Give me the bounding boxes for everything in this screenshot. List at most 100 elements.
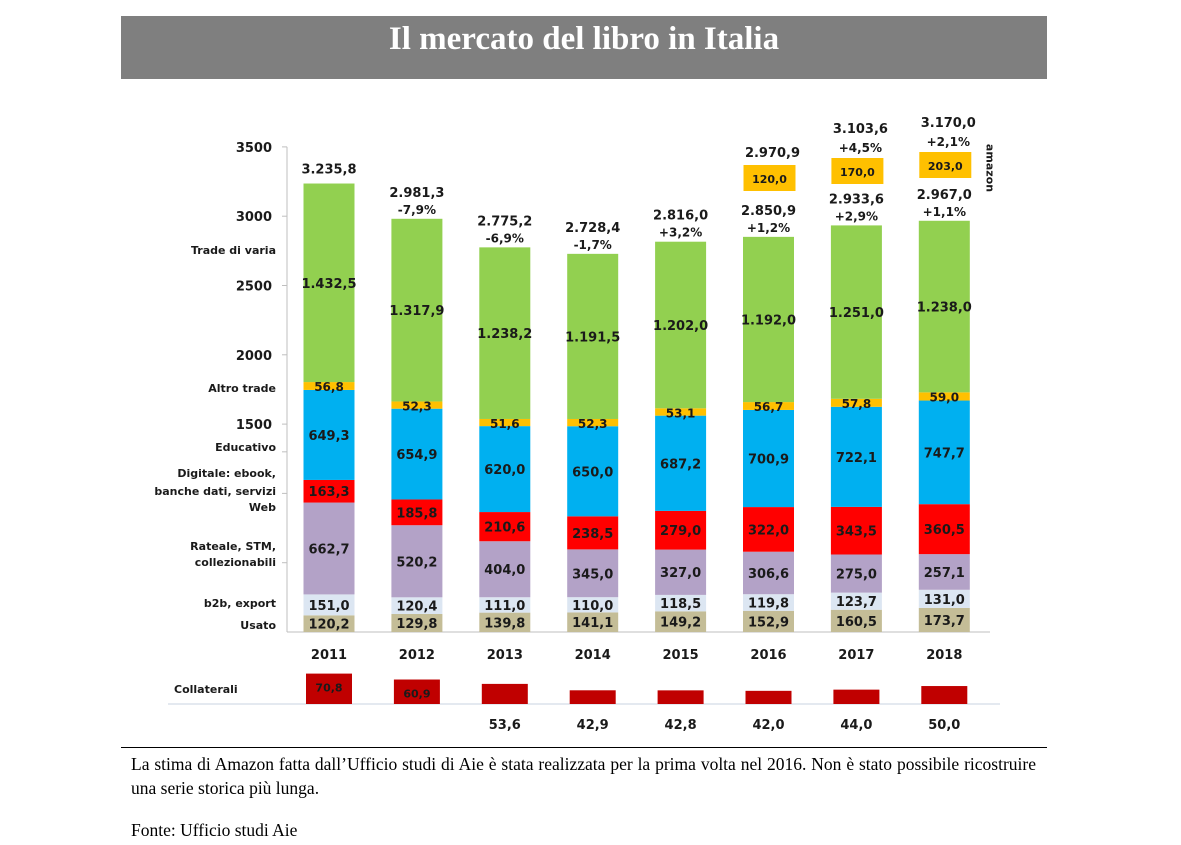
series-label: Trade di varia	[191, 244, 276, 257]
source-text: Fonte: Ufficio studi Aie	[131, 820, 298, 840]
bar-value-label: 1.238,2	[477, 327, 532, 342]
x-tick-label: 2016	[750, 648, 786, 663]
change-label: +1,1%	[923, 205, 966, 219]
bar-segment	[830, 592, 882, 610]
bar-segment	[567, 418, 619, 427]
bar-value-label: 120,4	[396, 600, 437, 615]
bar-segment	[918, 589, 970, 608]
amazon-segments: 120,0 2.970,9 170,0 3.103,6 +4,5% 203,0 3.170,…	[743, 116, 996, 192]
bar-value-label: 360,5	[924, 523, 965, 538]
collaterali-value-label: 70,8	[315, 682, 342, 695]
amazon-total-label: 3.103,6	[833, 122, 888, 137]
x-tick-label: 2015	[663, 648, 699, 663]
bar-segment	[918, 400, 970, 505]
bar-value-label: 131,0	[924, 593, 965, 608]
bar-value-label: 722,1	[836, 451, 877, 466]
amazon-change-label: +4,5%	[839, 141, 882, 155]
collaterali-value-label: 42,0	[752, 718, 784, 733]
collaterali-bar	[833, 689, 880, 704]
total-label: 2.933,6	[829, 192, 884, 207]
series-label: Usato	[240, 619, 276, 632]
bar-segment	[303, 479, 355, 503]
total-label: 2.850,9	[741, 204, 796, 219]
total-label: 2.728,4	[565, 221, 620, 236]
bar-segment	[479, 512, 531, 542]
total-label: 2.816,0	[653, 209, 708, 224]
bar-segment	[918, 504, 970, 555]
bar-segment	[391, 401, 443, 409]
bar-segment	[743, 236, 794, 403]
bar-segment	[743, 594, 794, 611]
bar-segment	[830, 406, 882, 507]
collaterali-label: Collaterali	[174, 683, 238, 696]
bar-segment	[743, 551, 794, 595]
total-label: 3.235,8	[301, 163, 356, 178]
bar-value-label: 700,9	[748, 453, 789, 468]
bar-value-label: 185,8	[396, 506, 437, 521]
bar-segment	[830, 609, 882, 632]
bar-value-label: 1.432,5	[301, 277, 356, 292]
x-tick-label: 2013	[487, 648, 523, 663]
bar-value-label: 59,0	[929, 390, 959, 404]
bar-value-label: 110,0	[572, 599, 613, 614]
bar-value-label: 275,0	[836, 568, 877, 583]
bar-segment	[655, 241, 707, 409]
bar-value-label: 139,8	[484, 616, 525, 631]
change-label: +3,2%	[659, 226, 702, 240]
bar-segment	[567, 612, 619, 632]
amazon-segment	[743, 165, 796, 191]
bar-value-label: 163,3	[308, 485, 349, 500]
collaterali-bar	[481, 683, 528, 704]
bar-segment	[567, 549, 619, 598]
bar-segment	[655, 549, 707, 595]
y-tick-label: 2000	[236, 349, 272, 364]
bar-value-label: 152,9	[748, 615, 789, 630]
bar-segment	[567, 516, 619, 550]
bar-value-label: 53,1	[666, 406, 696, 420]
bar-segment	[918, 607, 970, 632]
collaterali-value-label: 44,0	[840, 718, 872, 733]
amazon-segment	[919, 152, 972, 178]
bar-segment	[655, 408, 707, 416]
bar-value-label: 654,9	[396, 448, 437, 463]
total-label: 2.981,3	[389, 186, 444, 201]
bar-value-label: 141,1	[572, 616, 613, 631]
amazon-total-label: 2.970,9	[745, 146, 800, 161]
bar-segment	[655, 415, 707, 511]
bar-value-label: 160,5	[836, 615, 877, 630]
bar-segment	[830, 225, 882, 399]
title-banner: Il mercato del libro in Italia	[121, 16, 1047, 79]
collaterali-bar	[393, 679, 440, 704]
collaterali-value-label: 53,6	[489, 718, 521, 733]
bar-value-label: 52,3	[402, 399, 432, 413]
bar-segment	[479, 612, 531, 632]
collaterali-bar	[569, 690, 616, 704]
bar-value-label: 238,5	[572, 527, 613, 542]
series-label: b2b, export	[204, 597, 276, 610]
bar-segment	[743, 610, 794, 632]
stacked-bar-chart: 1500 2000 2500 3000 3500 Trade di varia Altro…	[154, 116, 1000, 733]
bar-value-label: 129,8	[396, 617, 437, 632]
x-tick-labels: 2011 2012 2013 2014 2015 2016 2017 2018	[311, 648, 962, 663]
collaterali-bar	[921, 686, 968, 704]
collaterali-value-label: 60,9	[403, 688, 430, 701]
bar-segment	[303, 594, 355, 616]
bar-segment	[479, 418, 531, 427]
bar-segment	[918, 554, 970, 590]
series-label: Web	[249, 501, 276, 514]
bar-segment	[479, 426, 531, 513]
bar-value-label: 257,1	[924, 566, 965, 581]
y-tick-label: 3500	[236, 141, 272, 156]
series-label: Educativo	[215, 441, 276, 454]
bar-value-label: 1.202,0	[653, 319, 708, 334]
series-label: Rateale, STM,	[190, 540, 276, 553]
bar-segment	[391, 525, 443, 598]
category-labels: Trade di varia Altro trade Educativo Digita…	[154, 244, 276, 632]
bar-value-label: 149,2	[660, 616, 701, 631]
bar-value-label: 1.191,5	[565, 330, 620, 345]
bar-value-label: 345,0	[572, 567, 613, 582]
collaterali-bar	[306, 673, 352, 704]
series-label: Altro trade	[208, 382, 276, 395]
bar-value-label: 343,5	[836, 525, 877, 540]
bar-segment	[655, 510, 707, 550]
